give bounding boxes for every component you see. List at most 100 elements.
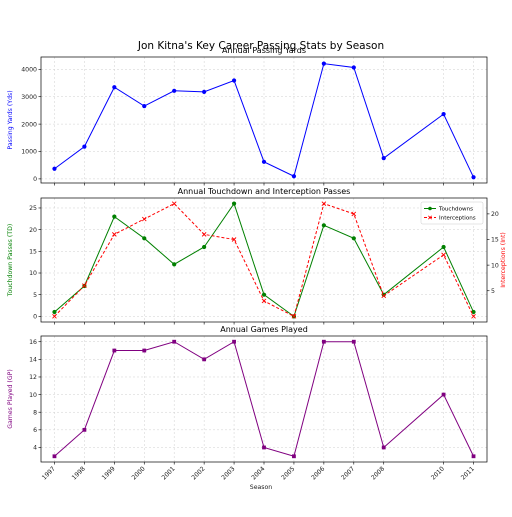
data-point xyxy=(142,348,147,353)
data-point xyxy=(171,201,177,206)
x-tick-label: 1998 xyxy=(71,465,87,481)
legend-marker xyxy=(428,206,432,211)
x-tick-label: 2010 xyxy=(430,465,446,481)
x-axis-label: Season xyxy=(250,484,273,491)
series-line-interceptions xyxy=(54,202,474,318)
data-point xyxy=(291,174,297,179)
panel-title: Annual Games Played xyxy=(220,325,308,334)
y-tick-label: 1000 xyxy=(21,149,37,156)
x-tick-label: 2002 xyxy=(190,465,206,481)
series-line-touchdowns xyxy=(54,202,474,318)
data-point xyxy=(471,454,476,459)
x-tick-labels: 1997 1998 1999 2000 2001 2002 2003 2004 2005 2006… xyxy=(41,465,476,481)
data-point xyxy=(82,144,87,149)
data-point xyxy=(112,85,117,90)
data-point xyxy=(321,339,326,344)
data-point xyxy=(201,232,207,237)
legend-marker xyxy=(428,215,432,220)
data-point xyxy=(82,283,87,288)
data-point xyxy=(231,78,237,83)
legend-label: Touchdowns xyxy=(438,207,473,213)
y-tick-label: 4000 xyxy=(21,67,37,74)
x-tick-label: 2011 xyxy=(460,465,476,481)
data-point xyxy=(441,252,446,258)
data-point xyxy=(351,236,356,241)
data-point xyxy=(141,216,147,222)
right-y-axis-label: Interceptions (Int) xyxy=(500,232,507,288)
x-tick-label: 2004 xyxy=(250,465,266,481)
y-tick-label: 16 xyxy=(29,339,37,346)
data-point xyxy=(112,232,117,237)
data-point xyxy=(441,244,446,250)
plot-frame xyxy=(40,197,488,323)
data-point xyxy=(202,89,207,94)
legend-box xyxy=(420,201,484,225)
x-tick-label: 2003 xyxy=(220,465,236,481)
legend: Touchdowns Interceptions xyxy=(420,201,484,225)
data-point xyxy=(112,348,117,353)
data-point xyxy=(441,392,446,397)
right-y-tick-label: 20 xyxy=(491,211,499,218)
x-tick-label: 2006 xyxy=(310,465,326,481)
data-point xyxy=(202,357,207,362)
y-tick-label: 2000 xyxy=(21,121,37,128)
panel-2: 0 5 10 15 20 25 Annual Touchdown and Intercept… xyxy=(7,187,507,325)
data-point xyxy=(381,156,386,161)
data-point xyxy=(82,427,87,432)
data-point xyxy=(261,298,267,304)
data-point xyxy=(351,211,357,217)
data-point xyxy=(381,293,387,299)
y-axis-label: Touchdown Passes (TD) xyxy=(7,224,14,297)
data-point xyxy=(291,314,297,319)
x-tick-label: 2008 xyxy=(370,465,386,481)
y-tick-label: 10 xyxy=(29,270,37,277)
data-point xyxy=(231,237,237,242)
data-point xyxy=(142,236,147,241)
y-axis-label: Games Played (GP) xyxy=(7,369,14,429)
y-tick-label: 20 xyxy=(29,227,37,234)
data-point xyxy=(471,314,476,319)
data-point xyxy=(381,445,386,450)
x-tick-label: 1999 xyxy=(101,465,117,481)
data-point xyxy=(321,223,326,228)
data-point xyxy=(52,454,57,459)
y-tick-label: 4 xyxy=(33,445,37,452)
y-tick-label: 6 xyxy=(33,427,37,434)
data-point xyxy=(292,454,296,459)
data-point xyxy=(52,166,57,171)
data-point xyxy=(441,112,446,117)
y-tick-label: 8 xyxy=(33,409,37,416)
y-tick-label: 0 xyxy=(33,176,37,183)
panel-title: Annual Touchdown and Interception Passes xyxy=(178,187,351,196)
right-y-tick-label: 5 xyxy=(491,288,495,295)
panel-title: Annual Passing Yards xyxy=(222,46,306,55)
data-point xyxy=(321,61,326,66)
data-point xyxy=(112,214,117,219)
panel-3: 4 6 8 10 12 14 16 Annual Games Played Games Play… xyxy=(7,325,488,465)
data-point xyxy=(172,88,177,93)
data-point xyxy=(262,445,266,450)
y-tick-label: 0 xyxy=(33,314,37,321)
legend-label: Interceptions xyxy=(439,216,476,222)
x-tick-label: 1997 xyxy=(41,465,57,481)
data-point xyxy=(52,309,57,315)
y-tick-label: 10 xyxy=(29,392,37,399)
right-y-tick-label: 10 xyxy=(491,262,499,269)
data-point xyxy=(231,201,237,206)
y-tick-label: 15 xyxy=(29,249,37,256)
data-point xyxy=(261,292,267,297)
series-line-panel3 xyxy=(54,340,474,457)
data-point xyxy=(351,65,356,70)
x-tick-label: 2000 xyxy=(131,465,147,481)
data-point xyxy=(471,175,476,180)
y-tick-label: 5 xyxy=(33,292,37,299)
right-y-tick-label: 15 xyxy=(491,237,499,244)
data-point xyxy=(471,309,476,315)
y-tick-label: 14 xyxy=(29,357,37,364)
x-tick-label: 2007 xyxy=(340,465,356,481)
y-tick-label: 12 xyxy=(29,374,37,381)
data-point xyxy=(261,159,267,164)
data-point xyxy=(202,244,207,250)
plot-frame xyxy=(40,335,488,463)
